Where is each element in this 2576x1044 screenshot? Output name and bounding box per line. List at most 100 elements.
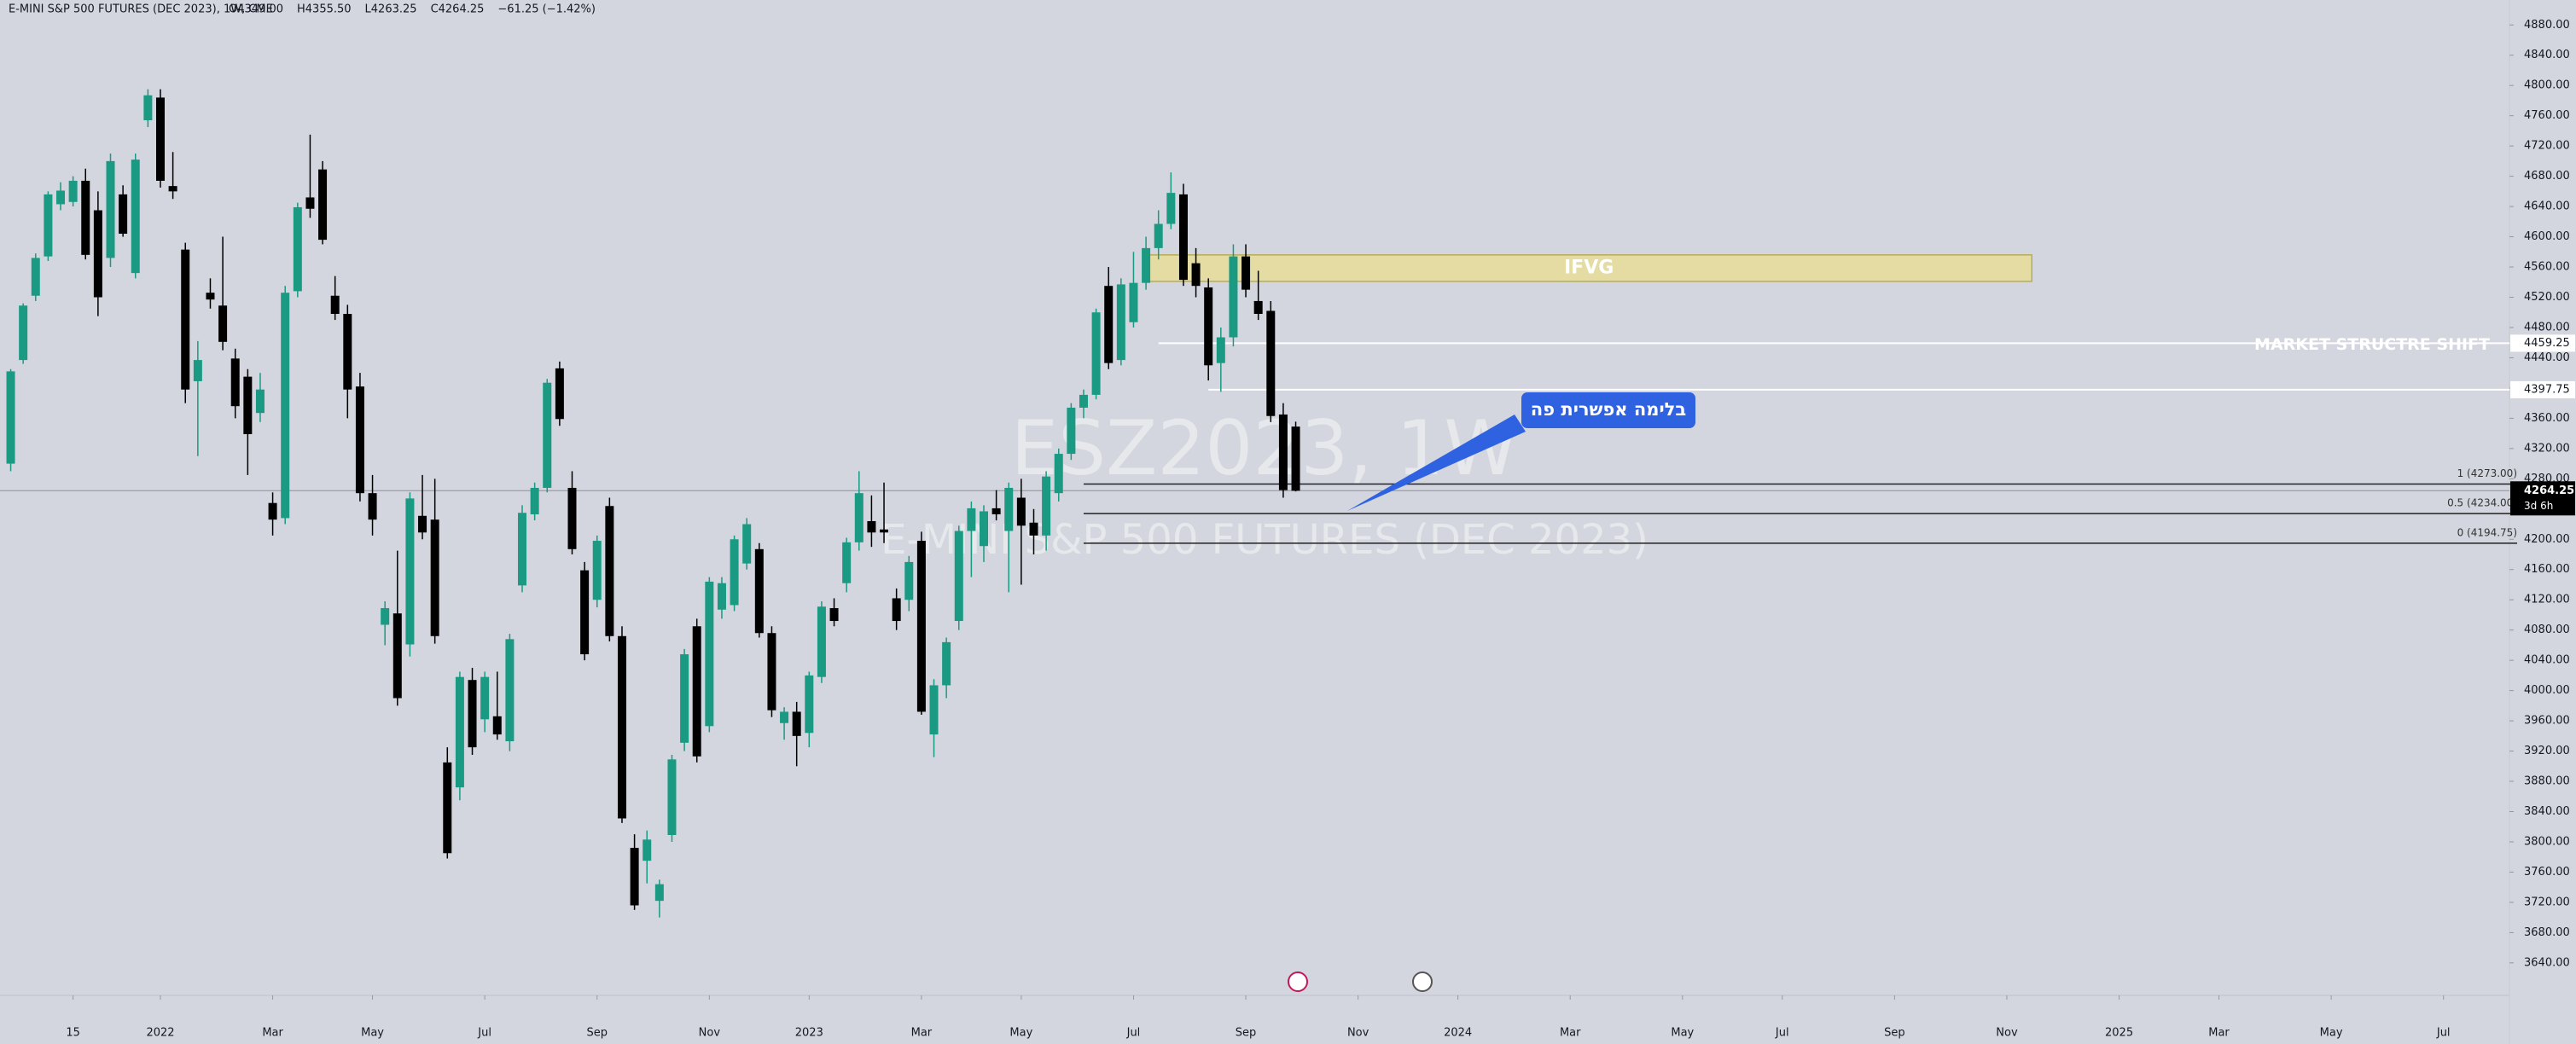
candle-body [168,186,177,192]
y-tick-label: 4720.00 [2524,140,2570,153]
candle-body [193,360,202,381]
header-value: H4355.50 [297,3,352,16]
y-tick-label: 4600.00 [2524,230,2570,243]
candle-body [592,541,602,600]
candle-body [954,531,963,622]
candle-body [1067,407,1076,455]
y-tick-label: 4520.00 [2524,291,2570,304]
candle-body [829,607,839,622]
candle-body [56,190,66,205]
y-tick-label: 3640.00 [2524,956,2570,969]
candle-body [1054,454,1063,494]
candle-body [293,206,302,292]
y-tick-label: 3840.00 [2524,805,2570,818]
last-price-tag [2510,481,2575,516]
candle-body [106,160,115,258]
y-tick-label: 4160.00 [2524,563,2570,576]
candle-body [1004,487,1014,531]
candle-body [1191,263,1201,287]
x-tick-label: May [1671,1027,1694,1040]
candle-body [443,762,452,854]
fib-label: 0.5 (4234.00) [2447,497,2517,509]
y-tick-label: 3680.00 [2524,926,2570,939]
candle-body [281,293,290,519]
fib-label: 0 (4194.75) [2457,526,2517,538]
candle-body [206,293,215,300]
watermark-name: E-MINI S&P 500 FUTURES (DEC 2023) [881,516,1649,564]
candle-body [1166,193,1176,224]
x-tick-label: 2024 [1444,1027,1472,1040]
x-tick-label: 2025 [2105,1027,2133,1040]
candle-body [405,498,415,645]
candle-body [792,711,801,736]
candle-body [742,524,752,564]
candle-body [854,493,864,542]
candle-body [81,180,90,255]
x-tick-label: Sep [586,1027,608,1040]
y-tick-label: 4640.00 [2524,200,2570,213]
fib-label: 1 (4273.00) [2457,467,2517,479]
candle-body [255,389,265,414]
candle-body [530,487,539,515]
x-tick-label: Mar [262,1027,283,1040]
candle-body [243,376,253,435]
x-tick-label: 2022 [146,1027,174,1040]
x-tick-label: 15 [66,1027,80,1040]
candle-body [654,884,664,902]
candle-body [218,305,228,342]
candle-body [1104,286,1114,363]
candle-body [1266,310,1276,416]
callout-text: בלימה אפשרית פה [1531,399,1686,420]
candle-body [68,180,78,202]
y-tick-label: 4760.00 [2524,109,2570,122]
candle-body [343,314,352,390]
candle-body [155,97,165,181]
candle-body [580,570,590,655]
candle-body [355,386,364,494]
y-tick-label: 4680.00 [2524,170,2570,183]
candle-body [867,520,876,533]
candle-body [1029,522,1038,536]
zone-label: IFVG [1564,257,1614,278]
y-tick-label: 4320.00 [2524,442,2570,455]
candle-body [492,716,502,735]
candle-body [892,598,901,622]
y-tick-label: 4480.00 [2524,321,2570,334]
candle-body [143,95,153,120]
candle-body [455,676,464,788]
candle-body [617,635,626,819]
candle-body [643,839,652,861]
candle-body [967,508,976,531]
candle-body [1178,194,1188,281]
candle-body [505,639,515,742]
x-tick-label: May [2320,1027,2343,1040]
callout-box [1521,392,1695,428]
candle-body [518,513,527,586]
icon-flash[interactable] [1288,972,1308,992]
candle-body [1129,282,1138,322]
candle-body [1241,256,1251,290]
candle-body [692,626,701,757]
icon-lock[interactable] [1412,972,1433,992]
candle-body [1154,223,1163,248]
candle-body [44,194,53,257]
candle-body [904,561,914,600]
y-tick-label: 4880.00 [2524,19,2570,32]
candle-body [1291,426,1300,491]
candle-body [418,515,427,533]
candle-body [1253,300,1263,315]
x-tick-label: Sep [1884,1027,1905,1040]
x-tick-label: May [1009,1027,1032,1040]
candle-body [555,368,564,420]
candle-body [19,305,28,361]
candle-body [330,295,340,315]
y-tick-label: 4000.00 [2524,684,2570,697]
price-tag [2510,334,2575,352]
candle-body [754,548,764,634]
candle-body [780,711,789,723]
candle-body [1016,497,1026,526]
y-tick-label: 3760.00 [2524,866,2570,879]
candle-body [468,680,477,748]
candle-body [717,583,726,610]
